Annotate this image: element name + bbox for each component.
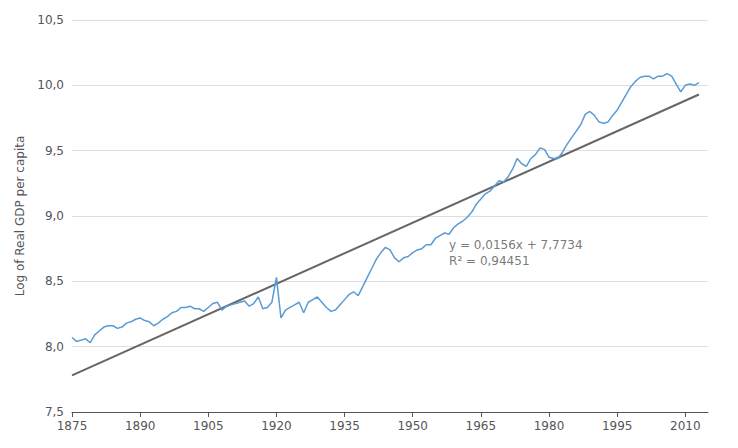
- svg-text:8,5: 8,5: [45, 274, 64, 288]
- svg-text:Log of Real GDP per capita: Log of Real GDP per capita: [13, 136, 27, 297]
- svg-text:1980: 1980: [534, 419, 565, 433]
- svg-text:1920: 1920: [261, 419, 292, 433]
- svg-text:1965: 1965: [466, 419, 497, 433]
- svg-text:1935: 1935: [329, 419, 360, 433]
- svg-text:7,5: 7,5: [45, 405, 64, 419]
- svg-text:10,0: 10,0: [37, 78, 64, 92]
- svg-text:1950: 1950: [397, 419, 428, 433]
- svg-text:1995: 1995: [602, 419, 633, 433]
- svg-text:9,0: 9,0: [45, 209, 64, 223]
- svg-text:1890: 1890: [125, 419, 156, 433]
- svg-text:9,5: 9,5: [45, 144, 64, 158]
- svg-text:2010: 2010: [670, 419, 701, 433]
- svg-text:R² = 0,94451: R² = 0,94451: [449, 254, 529, 268]
- svg-text:1875: 1875: [57, 419, 88, 433]
- svg-text:10,5: 10,5: [37, 13, 64, 27]
- svg-text:y = 0,0156x + 7,7734: y = 0,0156x + 7,7734: [449, 238, 583, 252]
- svg-text:8,0: 8,0: [45, 340, 64, 354]
- svg-text:1905: 1905: [193, 419, 224, 433]
